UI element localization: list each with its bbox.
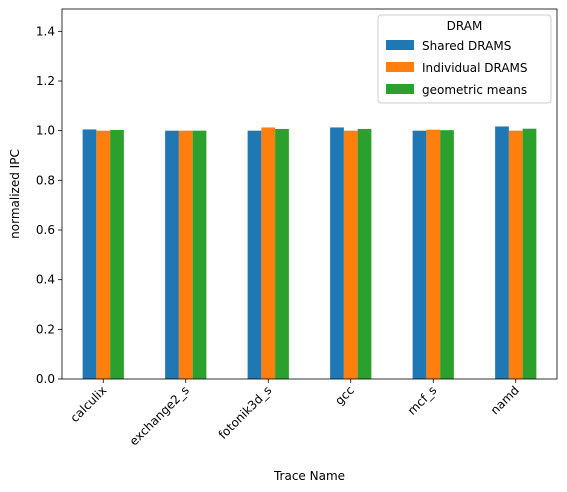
legend-swatch [386,40,414,50]
bar-exchange2-s-geometric-means [192,130,207,379]
x-tick-label: mcf_s [405,383,439,417]
y-tick-label: 0.6 [36,223,55,237]
bar-calculix-geometric-means [110,129,124,379]
y-tick-label: 0.0 [36,372,55,386]
bar-mcf-s-geometric-means [440,130,454,379]
legend-title: DRAM [447,19,483,33]
bar-fotonik3d-s-geometric-means [275,128,289,379]
y-tick-label: 0.2 [36,322,55,336]
bar-namd-shared-drams [495,126,509,379]
bar-exchange2-s-shared-drams [165,130,179,379]
bar-calculix-shared-drams [82,129,97,379]
y-tick-label: 0.8 [36,173,55,187]
bar-gcc-shared-drams [330,127,344,379]
bar-gcc-individual-drams [343,130,358,379]
x-axis-title: Trace Name [273,469,345,483]
plot-area-frame [61,8,558,380]
legend-swatch [386,62,414,72]
x-tick-label: calculix [67,383,109,425]
x-tick-label: exchange2_s [127,383,192,448]
legend-box [377,14,552,104]
x-tick-label: gcc [332,383,357,408]
legend-label: Shared DRAMS [422,39,511,53]
bar-fotonik3d-s-shared-drams [247,130,262,379]
bar-fotonik3d-s-individual-drams [261,127,276,379]
bar-mcf-s-shared-drams [412,130,427,379]
bar-gcc-geometric-means [357,128,372,379]
legend-label: Individual DRAMS [422,61,528,75]
bar-namd-geometric-means [522,128,537,379]
legend-items: Shared DRAMS Individual DRAMS geometric me… [386,39,528,97]
y-tick-label: 1.0 [36,124,55,138]
bar-exchange2-s-individual-drams [178,130,193,379]
y-tick-label: 1.4 [36,24,55,38]
bars-layer [82,126,537,379]
y-tick-label: 1.2 [36,74,55,88]
legend-swatch [386,84,414,94]
bar-namd-individual-drams [508,130,523,379]
x-tick-label: fotonik3d_s [216,383,275,442]
y-axis-ticks: 0.0 0.2 0.4 0.6 0.8 1.0 1.2 1.4 [36,24,62,386]
y-tick-label: 0.4 [36,273,55,287]
legend: DRAM Shared DRAMS Individual DRAMS geometr… [377,14,552,104]
y-axis-title: normalized IPC [8,149,22,239]
bar-calculix-individual-drams [96,130,111,379]
x-tick-label: namd [488,383,522,417]
legend-label: geometric means [422,83,527,97]
bar-mcf-s-individual-drams [426,129,441,379]
x-axis-ticks: calculix exchange2_s fotonik3d_s gcc mcf_s na… [67,379,522,448]
